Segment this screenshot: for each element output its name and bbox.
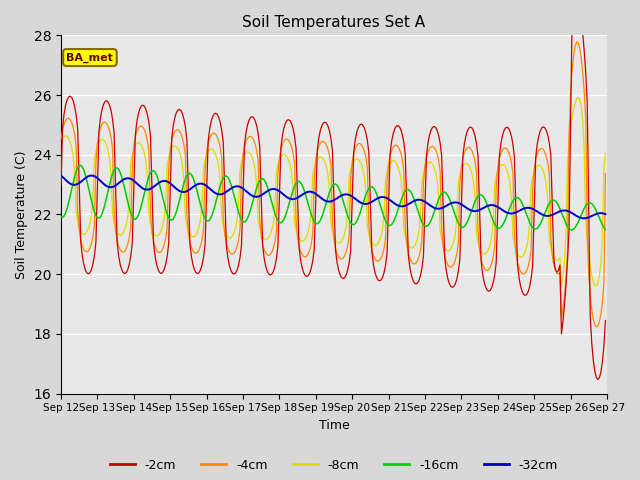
X-axis label: Time: Time: [319, 419, 349, 432]
Text: BA_met: BA_met: [67, 52, 113, 63]
Legend: -2cm, -4cm, -8cm, -16cm, -32cm: -2cm, -4cm, -8cm, -16cm, -32cm: [105, 454, 563, 477]
Y-axis label: Soil Temperature (C): Soil Temperature (C): [15, 150, 28, 279]
Title: Soil Temperatures Set A: Soil Temperatures Set A: [243, 15, 426, 30]
